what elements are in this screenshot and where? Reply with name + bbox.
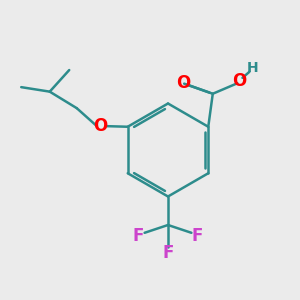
Text: O: O	[232, 72, 246, 90]
Text: F: F	[192, 227, 203, 245]
Text: O: O	[176, 74, 190, 92]
Text: F: F	[162, 244, 174, 262]
Text: H: H	[247, 61, 259, 75]
Text: F: F	[133, 227, 144, 245]
Text: O: O	[94, 117, 108, 135]
